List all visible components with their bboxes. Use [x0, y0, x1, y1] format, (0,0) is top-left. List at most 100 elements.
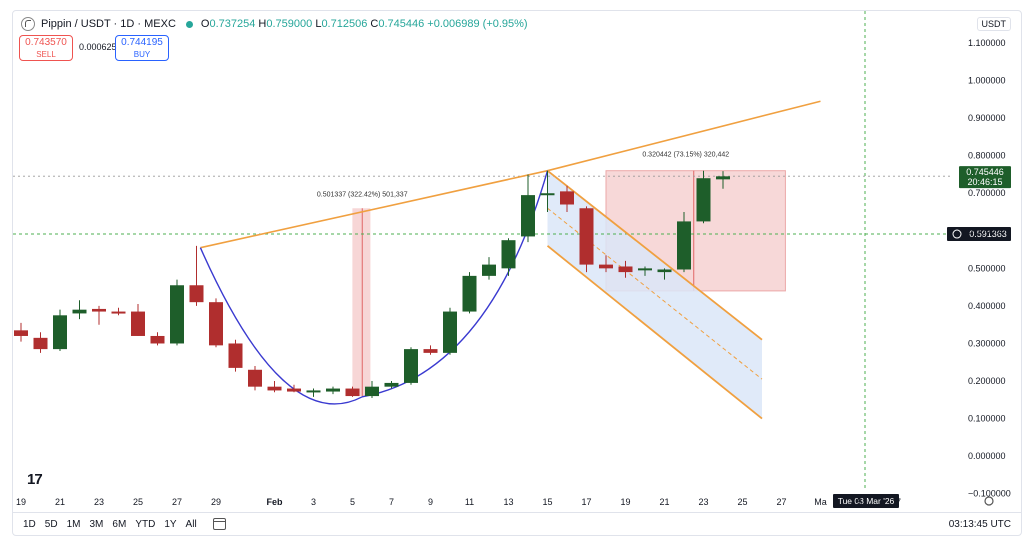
plus-circle-icon [952, 229, 962, 239]
pippin-logo-icon [21, 17, 35, 31]
time-tick-label: 7 [896, 497, 901, 507]
candle [599, 255, 613, 273]
candle [33, 332, 48, 353]
candle [345, 386, 360, 397]
price-tick-label: 0.000000 [968, 451, 1006, 461]
crosshair-price-label: 0.591363 [969, 229, 1007, 239]
channel-upper-line [546, 169, 763, 341]
price-tick-label: −0.100000 [968, 489, 1011, 499]
candle [111, 307, 126, 316]
time-tick-label: 15 [542, 497, 552, 507]
time-tick-label: 3 [311, 497, 316, 507]
price-tick-label: 0.700000 [968, 188, 1006, 198]
candle [189, 245, 204, 306]
rising-trendline-1 [200, 169, 548, 249]
crosshair-date-label: Tue 03 Mar '26 [838, 496, 895, 506]
time-tick-label: 7 [389, 497, 394, 507]
candle [384, 381, 399, 389]
time-tick-label: 29 [211, 497, 221, 507]
candle [560, 185, 574, 213]
time-tick-label: 9 [428, 497, 433, 507]
timeframe-1d[interactable]: 1D [23, 518, 36, 530]
measure-label: 0.501337 (322.42%) 501,337 [317, 191, 408, 198]
candle [92, 305, 106, 325]
candle [267, 381, 282, 393]
buy-button[interactable]: 0.744195 BUY [115, 35, 169, 61]
change-readout: +0.006989 (+0.95%) [427, 18, 528, 30]
time-tick-label: 17 [581, 497, 591, 507]
time-tick-label: 27 [172, 497, 182, 507]
price-tick-label: 0.800000 [968, 151, 1006, 161]
measure-label: 0.320442 (73.15%) 320,442 [642, 152, 729, 159]
candle [150, 332, 165, 346]
candle [579, 206, 594, 273]
candle [53, 309, 67, 351]
crosshair-date-badge [833, 494, 899, 508]
chart-header: Pippin / USDT · 1D · MEXC O0.737254 H0.7… [21, 17, 528, 31]
price-tick-label: 0.900000 [968, 113, 1006, 123]
time-tick-label: Ma [814, 497, 827, 507]
timeframe-ytd[interactable]: YTD [135, 518, 156, 530]
spread-value: 0.000625 [79, 42, 117, 52]
candle [482, 257, 496, 280]
candle [696, 170, 711, 224]
candle [677, 212, 691, 273]
candle [462, 272, 477, 314]
candle [521, 174, 535, 243]
crosshair-price-badge [947, 227, 1011, 242]
time-tick-label: 5 [350, 497, 355, 507]
time-tick-label: Feb [266, 497, 283, 507]
utc-clock[interactable]: 03:13:45 UTC [948, 518, 1011, 530]
currency-selector[interactable]: USDT [976, 17, 1011, 31]
timeframe-6m[interactable]: 6M [112, 518, 127, 530]
countdown-label: 20:46:15 [967, 177, 1002, 187]
bottom-toolbar: 1D 5D 1M 3M 6M YTD 1Y All 03:13:45 UTC [13, 512, 1021, 535]
time-tick-label: 21 [659, 497, 669, 507]
timeframe-1m[interactable]: 1M [66, 518, 81, 530]
channel-lower-line [546, 245, 763, 420]
candle [423, 345, 438, 355]
chart-frame: Pippin / USDT · 1D · MEXC O0.737254 H0.7… [12, 10, 1022, 536]
timeframe-5d[interactable]: 5D [44, 518, 58, 530]
ohlc-readout: O0.737254 H0.759000 L0.712506 C0.745446 … [200, 18, 528, 30]
time-tick-label: 5 [857, 497, 862, 507]
price-tick-label: 0.300000 [968, 338, 1006, 348]
price-tick-label: 0.400000 [968, 301, 1006, 311]
time-tick-label: 25 [133, 497, 143, 507]
candle [618, 260, 633, 278]
symbol-title[interactable]: Pippin / USDT · 1D · MEXC [41, 18, 176, 30]
price-tick-label: 0.200000 [968, 376, 1006, 386]
sell-button[interactable]: 0.743570 SELL [19, 35, 73, 61]
price-tick-label: 0.500000 [968, 263, 1006, 273]
candle [540, 170, 555, 213]
time-tick-label: 19 [16, 497, 26, 507]
candle [657, 268, 672, 280]
time-tick-label: 13 [503, 497, 513, 507]
calendar-icon[interactable] [212, 518, 226, 530]
timeframe-1y[interactable]: 1Y [164, 518, 177, 530]
candle [501, 238, 516, 276]
descending-channel-fill [547, 170, 762, 419]
current-price-label: 0.745446 [966, 167, 1004, 177]
candle [443, 307, 457, 355]
timeframe-3m[interactable]: 3M [89, 518, 104, 530]
candle [365, 381, 379, 398]
timeframe-all[interactable]: All [185, 518, 197, 530]
time-tick-label: 19 [620, 497, 630, 507]
candle [716, 171, 730, 189]
time-tick-label: 27 [776, 497, 786, 507]
price-tick-label: 0.100000 [968, 414, 1006, 424]
candle [131, 304, 145, 336]
market-open-icon [185, 20, 193, 28]
time-tick-label: 23 [698, 497, 708, 507]
price-tick-label: 1.100000 [968, 38, 1006, 48]
gear-icon [984, 496, 994, 506]
candle [14, 322, 28, 342]
cup-curve [199, 170, 549, 405]
price-tick-label: 1.000000 [968, 76, 1006, 86]
candle [248, 366, 262, 391]
candle [72, 300, 87, 320]
candle [170, 279, 184, 346]
price-tick-label: 0.600000 [968, 226, 1006, 236]
price-chart[interactable]: 0.501337 (322.42%) 501,337 0.320442 (73.1… [13, 11, 1021, 511]
